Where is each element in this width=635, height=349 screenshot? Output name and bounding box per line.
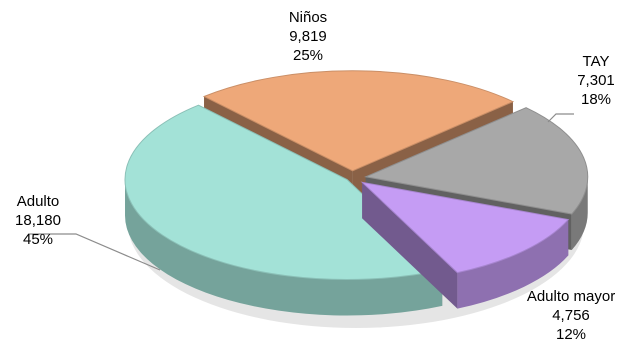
- slice-adulto-mayor-wall-1: [362, 182, 458, 309]
- slice-label-ninos-name: Niños: [288, 9, 328, 26]
- slice-label-adulto-mayor: Adulto mayor 4,756 12%: [510, 287, 632, 344]
- slice-label-adulto-mayor-name: Adulto mayor: [526, 288, 616, 305]
- slice-adulto-mayor-rim-0: [457, 219, 569, 309]
- leader-line-tay: [547, 113, 574, 123]
- slice-adulto-mayor: [360, 181, 570, 309]
- slice-label-adulto-mayor-percent: 12%: [555, 326, 587, 343]
- slice-ninos-top: [202, 70, 515, 172]
- slice-label-ninos: Niños 9,819 25%: [258, 8, 358, 65]
- slice-tay-top: [364, 107, 589, 215]
- slice-label-adulto-value: 18,180: [15, 212, 61, 229]
- leader-line-adulto: [28, 233, 161, 271]
- slice-label-tay-name: TAY: [582, 53, 610, 70]
- slice-label-tay: TAY 7,301 18%: [566, 52, 626, 109]
- slice-adulto-rim-0: [125, 179, 443, 316]
- slice-label-tay-percent: 18%: [580, 91, 612, 108]
- slice-adulto-top: [124, 104, 444, 280]
- slice-label-adulto-name: Adulto: [16, 193, 60, 210]
- slice-label-adulto: Adulto 18,180 45%: [6, 192, 70, 249]
- slice-label-adulto-mayor-value: 4,756: [552, 307, 590, 324]
- slice-label-adulto-percent: 45%: [22, 231, 54, 248]
- slice-label-ninos-value: 9,819: [289, 28, 327, 45]
- slice-adulto-mayor-top: [360, 181, 570, 274]
- slice-label-ninos-percent: 25%: [292, 47, 324, 64]
- slice-label-tay-value: 7,301: [577, 72, 615, 89]
- slice-adulto: [124, 104, 444, 316]
- slice-tay-rim-0: [571, 176, 588, 251]
